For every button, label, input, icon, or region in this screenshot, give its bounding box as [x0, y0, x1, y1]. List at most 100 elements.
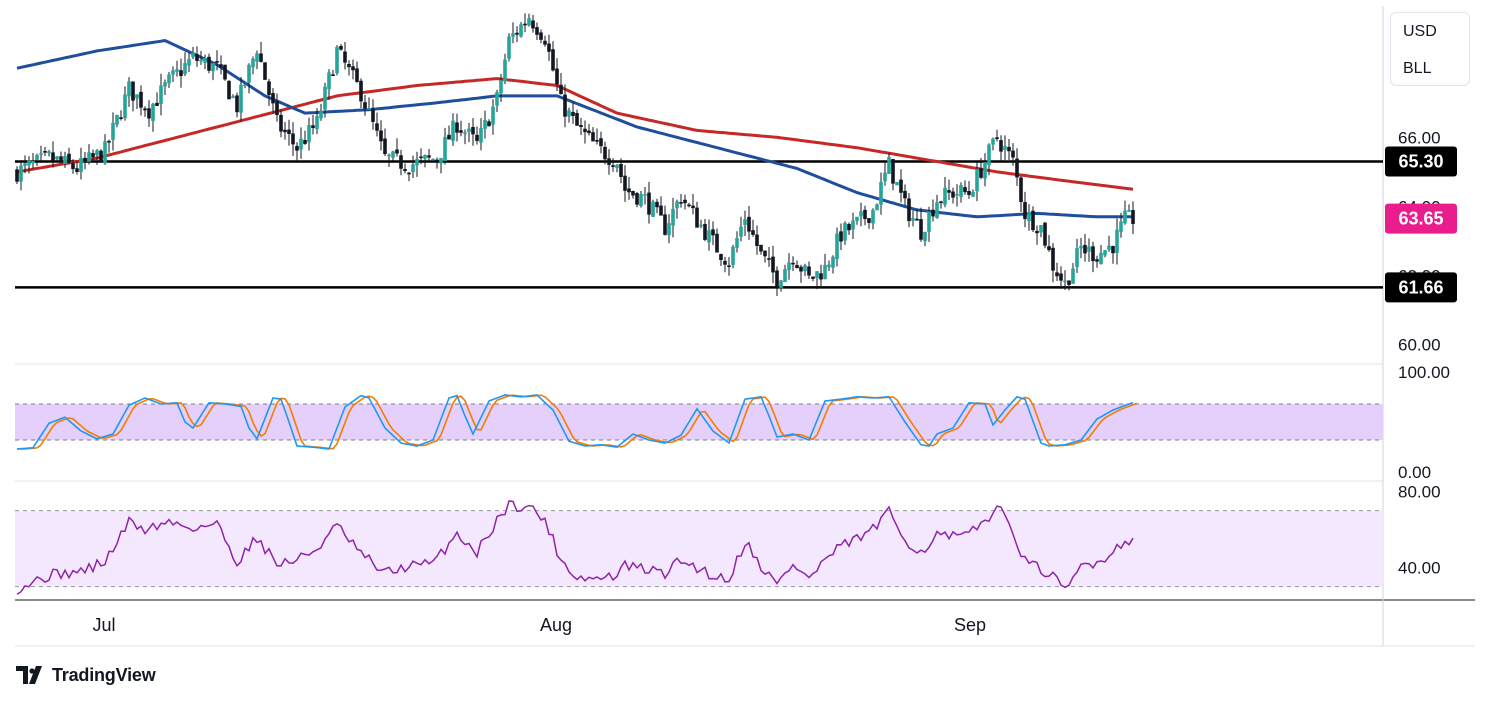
- candle: [267, 78, 271, 106]
- candle: [27, 156, 31, 174]
- candle: [531, 15, 535, 33]
- candle: [727, 257, 731, 276]
- candle: [719, 253, 723, 266]
- candle: [879, 172, 883, 215]
- candle: [555, 58, 559, 92]
- candle: [575, 109, 579, 126]
- candle: [751, 219, 755, 237]
- candle: [87, 144, 91, 165]
- candle: [995, 129, 999, 142]
- candle: [815, 271, 819, 290]
- candle: [103, 134, 107, 165]
- candle: [243, 83, 247, 89]
- candle: [775, 266, 779, 296]
- candle: [307, 117, 311, 151]
- rsi-axis-labels: 80.00 40.00: [1398, 483, 1441, 578]
- candle: [611, 158, 615, 172]
- price-tick-label: 66.00: [1398, 128, 1441, 147]
- candle: [607, 149, 611, 175]
- candle: [1043, 221, 1047, 249]
- candle: [367, 97, 371, 111]
- candle: [939, 200, 943, 209]
- level-price-tag-61.66: 61.66: [1385, 272, 1457, 303]
- candle: [91, 149, 95, 162]
- candle: [715, 228, 719, 253]
- candle: [779, 279, 783, 292]
- candle: [219, 55, 223, 75]
- candle: [467, 122, 471, 143]
- candle: [375, 112, 379, 137]
- candle: [67, 147, 71, 165]
- candle: [215, 50, 219, 71]
- candle: [1075, 238, 1079, 274]
- candle: [135, 94, 139, 110]
- candle: [823, 253, 827, 280]
- candle: [739, 216, 743, 242]
- candle: [1035, 225, 1039, 245]
- candle: [155, 92, 159, 107]
- candle: [455, 113, 459, 142]
- candle: [491, 99, 495, 135]
- candle: [447, 125, 451, 140]
- candle: [639, 191, 643, 208]
- candle: [327, 69, 331, 101]
- candle: [1031, 206, 1035, 232]
- candle: [651, 199, 655, 218]
- candle: [539, 29, 543, 44]
- candle: [159, 73, 163, 116]
- symbol-legend[interactable]: USD BLL: [1390, 12, 1470, 86]
- candle: [647, 181, 651, 224]
- last-price-tag: 63.65: [1385, 203, 1457, 234]
- candle: [767, 246, 771, 267]
- rsi-tick-label: 40.00: [1398, 559, 1441, 578]
- candle: [239, 76, 243, 122]
- candle: [279, 109, 283, 138]
- month-label-sep: Sep: [954, 615, 986, 635]
- candle: [507, 33, 511, 62]
- candle: [31, 152, 35, 169]
- candle: [867, 218, 871, 229]
- candle: [459, 120, 463, 137]
- candle: [583, 120, 587, 144]
- candle: [23, 155, 27, 174]
- candle: [959, 182, 963, 203]
- rsi-band-fill: [15, 510, 1383, 587]
- candle: [871, 208, 875, 230]
- candle: [75, 161, 79, 175]
- candle: [907, 193, 911, 228]
- candle: [167, 71, 171, 88]
- candle: [475, 126, 479, 145]
- candle: [707, 219, 711, 251]
- candle: [655, 198, 659, 214]
- candle: [571, 102, 575, 124]
- candle: [483, 110, 487, 139]
- candle: [431, 158, 435, 161]
- candle: [235, 92, 239, 118]
- candle: [71, 159, 75, 174]
- candle: [191, 46, 195, 60]
- candle: [423, 154, 427, 168]
- candle: [743, 210, 747, 236]
- candle: [175, 60, 179, 77]
- candle: [387, 153, 391, 168]
- candle: [1011, 143, 1015, 166]
- candle: [291, 122, 295, 156]
- candle: [1051, 243, 1055, 283]
- candle: [179, 58, 183, 88]
- stochastic-band-fill: [15, 404, 1383, 440]
- currency-label: USD: [1403, 23, 1437, 40]
- candle: [699, 219, 703, 229]
- horizontal-levels[interactable]: [15, 160, 1383, 289]
- time-axis-labels: Jul Aug Sep: [92, 615, 986, 635]
- candle: [603, 141, 607, 165]
- candle: [315, 108, 319, 135]
- candle: [635, 192, 639, 208]
- candle: [691, 193, 695, 215]
- candle: [927, 206, 931, 242]
- candle: [683, 194, 687, 210]
- candle: [223, 64, 227, 81]
- tradingview-logo[interactable]: TradingView: [16, 663, 156, 687]
- candle: [163, 79, 167, 96]
- candle: [1111, 245, 1115, 264]
